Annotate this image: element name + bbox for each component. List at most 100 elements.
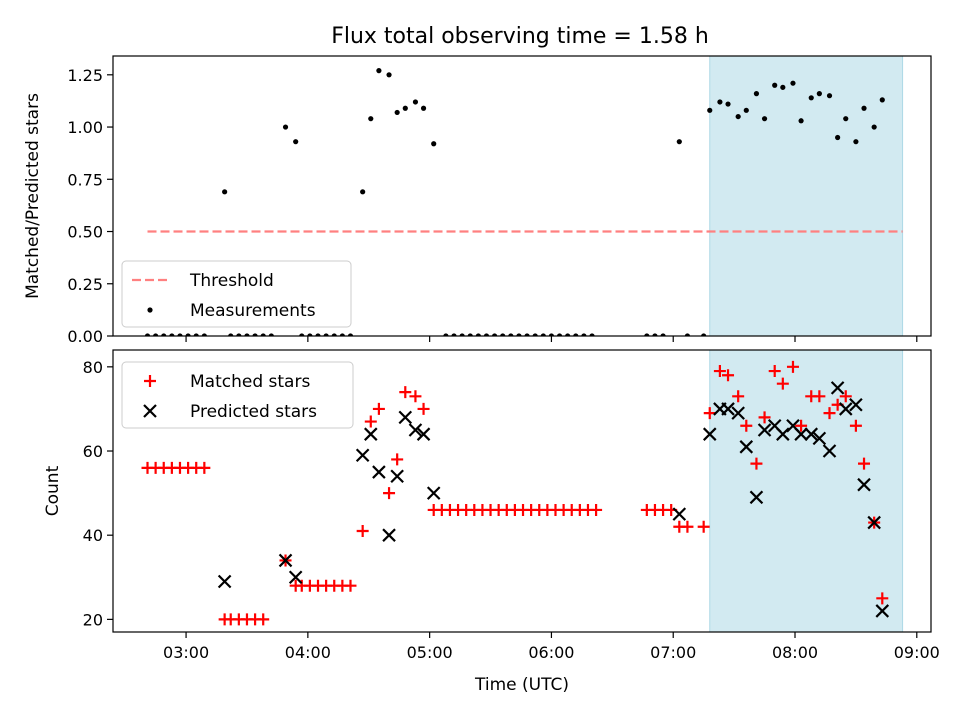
measurement-point <box>843 116 849 122</box>
measurement-point <box>412 99 419 105</box>
measurement-point <box>500 333 506 336</box>
measurement-point <box>660 333 666 336</box>
predicted-star-point <box>794 427 808 441</box>
measurement-point <box>676 139 682 145</box>
matched-star-point <box>813 390 826 403</box>
measurement-point <box>323 333 329 336</box>
matched-star-point <box>681 520 694 533</box>
ratio-legend-label: Measurements <box>190 301 316 321</box>
predicted-star-point <box>867 515 881 530</box>
measurement-point <box>260 333 266 336</box>
measurement-point <box>581 333 587 336</box>
predicted-star-point <box>776 427 790 441</box>
measurement-point <box>565 333 571 336</box>
measurement-point <box>701 333 707 336</box>
count-xtick-label: 03:00 <box>163 643 209 662</box>
predicted-star-point <box>390 469 404 484</box>
measurement-point <box>368 116 374 122</box>
measurement-point <box>144 333 151 336</box>
ratio-ytick-label: 0.50 <box>67 223 103 242</box>
measurement-point <box>394 109 400 116</box>
matched-star-point <box>732 390 745 403</box>
measurement-point <box>315 333 321 336</box>
count-xtick-label: 06:00 <box>528 643 574 662</box>
count-ytick-label: 60 <box>83 442 103 461</box>
count-ytick-label: 20 <box>83 610 103 629</box>
matched-star-point <box>198 461 211 474</box>
ratio-data <box>144 68 903 336</box>
matched-star-point <box>876 592 889 605</box>
predicted-star-point <box>731 406 745 420</box>
count-legend-swatch <box>144 375 156 387</box>
predicted-star-point <box>416 427 431 441</box>
predicted-star-point <box>739 440 754 454</box>
matched-star-point <box>750 457 763 470</box>
matched-star-point <box>372 402 385 415</box>
matched-star-point <box>758 411 771 424</box>
matched-star-point <box>786 360 799 373</box>
figure-title: Flux total observing time = 1.58 h <box>331 24 709 49</box>
ratio-ytick-label: 0.00 <box>67 327 103 346</box>
matched-star-point <box>257 613 270 626</box>
measurement-point <box>835 134 841 141</box>
count-legend-swatch <box>143 404 157 418</box>
ratio-legend: Threshold Measurements <box>121 260 352 328</box>
predicted-star-point <box>382 528 396 542</box>
measurement-point <box>282 124 289 130</box>
predicted-star-point <box>757 423 772 437</box>
measurement-point <box>798 118 804 124</box>
measurement-point <box>236 333 242 336</box>
measurement-point <box>228 333 234 336</box>
predicted-star-point <box>702 427 717 441</box>
measurement-point <box>772 82 778 88</box>
count-axes: 20 40 60 80 03:00 04:00 05:00 06:00 07:00 08:00 09… <box>83 358 940 662</box>
ratio-ytick-label: 1.00 <box>67 118 103 137</box>
measurement-point <box>879 97 885 103</box>
measurement-point <box>644 333 650 336</box>
measurement-point <box>573 333 579 336</box>
ratio-highlight-rect <box>709 55 904 337</box>
measurement-point <box>153 333 159 336</box>
count-xtick-label: 04:00 <box>285 643 331 662</box>
measurement-point <box>169 333 175 336</box>
predicted-star-point <box>288 570 303 585</box>
count-xtick-label: 05:00 <box>407 643 453 662</box>
measurement-point <box>222 189 228 195</box>
matched-star-point <box>740 419 753 432</box>
matched-star-point <box>776 377 789 390</box>
matched-star-point <box>839 390 852 403</box>
measurement-point <box>360 189 366 195</box>
matched-star-point <box>713 365 726 378</box>
measurement-point <box>386 72 392 78</box>
measurement-point <box>185 333 191 336</box>
measurement-point <box>467 333 473 336</box>
measurement-point <box>556 333 563 336</box>
measurement-point <box>853 139 859 145</box>
measurement-point <box>861 105 867 111</box>
measurement-point <box>808 95 814 101</box>
measurement-point <box>589 333 595 336</box>
matched-star-point <box>697 520 710 533</box>
predicted-star-point <box>838 402 853 416</box>
count-xtick-label: 07:00 <box>650 643 696 662</box>
measurement-point <box>548 333 555 336</box>
ratio-ytick-label: 1.25 <box>67 66 103 85</box>
measurement-point <box>376 68 382 74</box>
predicted-star-point <box>875 604 890 618</box>
measurement-point <box>201 333 207 336</box>
count-data <box>141 360 890 626</box>
matched-star-point <box>703 407 716 420</box>
measurement-point <box>331 333 337 336</box>
measurement-point <box>725 101 731 107</box>
ratio-ylabel: Matched/Predicted stars <box>23 93 43 299</box>
measurement-point <box>483 333 490 336</box>
matched-star-point <box>417 402 430 415</box>
measurement-point <box>431 141 437 147</box>
count-xlabel: Time (UTC) <box>474 675 569 695</box>
predicted-star-point <box>364 427 378 441</box>
ratio-highlight-span <box>709 55 904 337</box>
matched-star-point <box>399 386 412 399</box>
measurement-point <box>652 333 658 336</box>
measurement-point <box>790 80 796 86</box>
